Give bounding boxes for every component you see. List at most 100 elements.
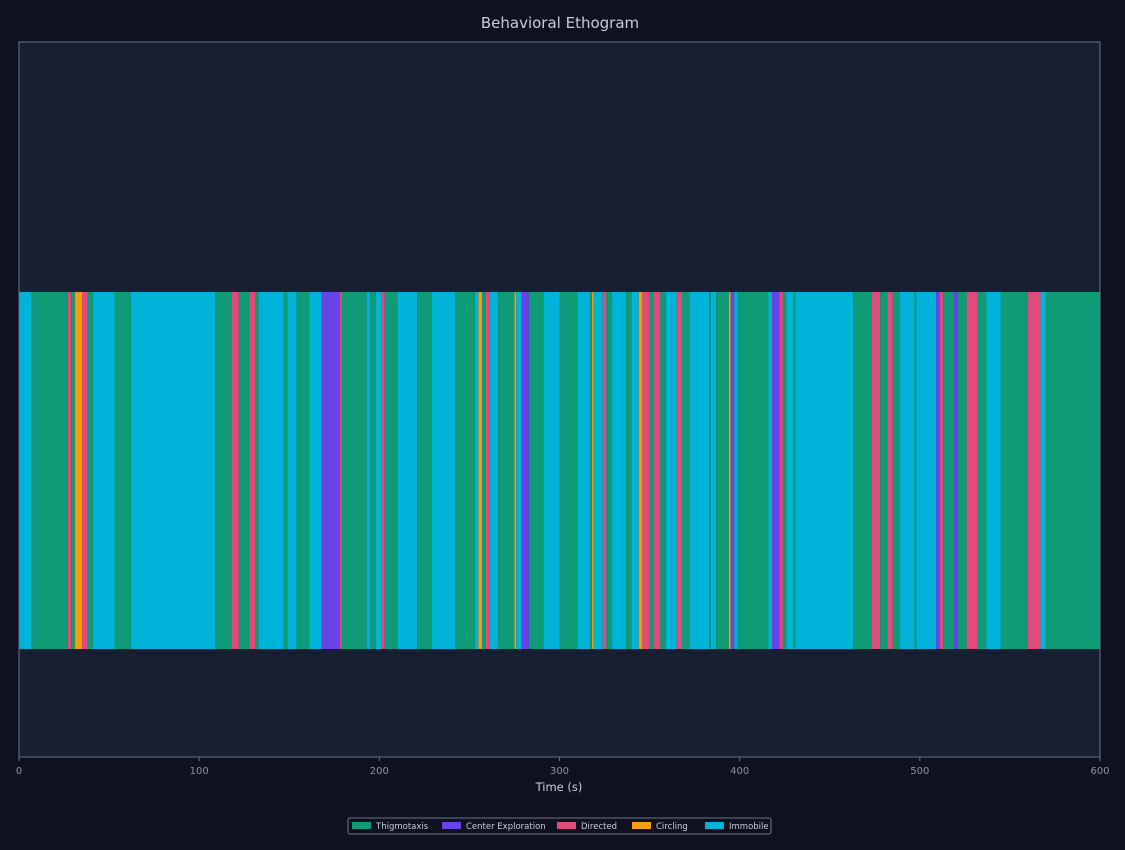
x-tick-label: 0 <box>16 766 22 777</box>
segment-thigmotaxis <box>238 292 250 649</box>
segment-circling <box>74 292 83 649</box>
segment-directed <box>887 292 893 649</box>
segment-immobile <box>900 292 915 649</box>
segment-center-exploration <box>772 292 780 649</box>
segment-thigmotaxis <box>296 292 310 649</box>
segment-directed <box>339 292 342 649</box>
segment-thigmotaxis <box>914 292 917 649</box>
segment-center-exploration <box>521 292 529 649</box>
segment-thigmotaxis <box>977 292 987 649</box>
segment-immobile <box>543 292 560 649</box>
segment-immobile <box>397 292 418 649</box>
segment-thigmotaxis <box>455 292 475 649</box>
segment-immobile <box>130 292 216 649</box>
segment-circling <box>591 292 594 649</box>
segment-circling <box>728 292 731 649</box>
segment-immobile <box>710 292 717 649</box>
legend-item: Circling <box>632 822 688 832</box>
segment-immobile <box>516 292 522 649</box>
x-axis-ticks: 0 100 200 300 400 500 600 <box>16 757 1110 777</box>
segment-immobile <box>734 292 738 649</box>
segment-immobile <box>611 292 627 649</box>
segment-immobile <box>577 292 591 649</box>
segment-directed <box>249 292 256 649</box>
legend-label: Directed <box>581 822 617 832</box>
segment-thigmotaxis <box>943 292 955 649</box>
legend-item: Immobile <box>705 822 769 832</box>
behavior-segments <box>19 292 1100 649</box>
segment-immobile <box>375 292 382 649</box>
legend-label: Circling <box>656 822 688 832</box>
segment-circling <box>478 292 483 649</box>
segment-thigmotaxis <box>682 292 690 649</box>
segment-thigmotaxis <box>498 292 515 649</box>
x-tick-label: 300 <box>550 766 569 777</box>
segment-thigmotaxis <box>853 292 872 649</box>
segment-thigmotaxis <box>1000 292 1028 649</box>
segment-directed <box>779 292 783 649</box>
legend-label: Center Exploration <box>466 822 546 832</box>
segment-thigmotaxis <box>87 292 93 649</box>
segment-thigmotaxis <box>341 292 367 649</box>
segment-thigmotaxis <box>660 292 666 649</box>
legend-item: Thigmotaxis <box>352 822 429 832</box>
segment-immobile <box>689 292 710 649</box>
segment-immobile <box>795 292 854 649</box>
legend-item: Directed <box>557 822 617 832</box>
segment-thigmotaxis <box>559 292 578 649</box>
segment-thigmotaxis <box>482 292 486 649</box>
segment-center-exploration <box>321 292 340 649</box>
x-tick-label: 200 <box>370 766 389 777</box>
segment-immobile <box>431 292 455 649</box>
segment-thigmotaxis <box>737 292 769 649</box>
segment-immobile <box>258 292 284 649</box>
x-tick-label: 400 <box>730 766 749 777</box>
segment-immobile <box>631 292 639 649</box>
segment-thigmotaxis <box>709 292 711 649</box>
segment-directed <box>653 292 661 649</box>
segment-center-exploration <box>730 292 735 649</box>
segment-directed <box>871 292 881 649</box>
segment-thigmotaxis <box>626 292 632 649</box>
segment-directed <box>602 292 607 649</box>
segment-thigmotaxis <box>793 292 796 649</box>
segment-immobile <box>786 292 794 649</box>
segment-directed <box>676 292 683 649</box>
segment-thigmotaxis <box>417 292 432 649</box>
segment-thigmotaxis <box>71 292 75 649</box>
segment-thigmotaxis <box>649 292 654 649</box>
segment-directed <box>939 292 944 649</box>
segment-directed <box>381 292 385 649</box>
segment-immobile <box>309 292 322 649</box>
segment-immobile <box>593 292 603 649</box>
segment-thigmotaxis <box>384 292 398 649</box>
segment-immobile <box>916 292 937 649</box>
x-tick-label: 100 <box>190 766 209 777</box>
legend-swatch <box>705 822 724 829</box>
segment-thigmotaxis <box>283 292 288 649</box>
segment-immobile <box>19 292 32 649</box>
segment-directed <box>82 292 88 649</box>
segment-directed <box>67 292 72 649</box>
legend-swatch <box>352 822 371 829</box>
segment-thigmotaxis <box>782 292 787 649</box>
segment-immobile <box>474 292 479 649</box>
segment-directed <box>231 292 239 649</box>
segment-immobile <box>287 292 297 649</box>
segment-thigmotaxis <box>716 292 729 649</box>
segment-directed <box>642 292 650 649</box>
segment-directed <box>485 292 490 649</box>
segment-thigmotaxis <box>1045 292 1100 649</box>
legend-label: Thigmotaxis <box>375 822 429 832</box>
segment-thigmotaxis <box>590 292 592 649</box>
segment-thigmotaxis <box>114 292 131 649</box>
legend-swatch <box>442 822 461 829</box>
segment-circling <box>638 292 643 649</box>
segment-thigmotaxis <box>606 292 612 649</box>
segment-thigmotaxis <box>31 292 68 649</box>
segment-directed <box>966 292 978 649</box>
segment-immobile <box>92 292 115 649</box>
segment-center-exploration <box>954 292 958 649</box>
segment-circling <box>514 292 517 649</box>
